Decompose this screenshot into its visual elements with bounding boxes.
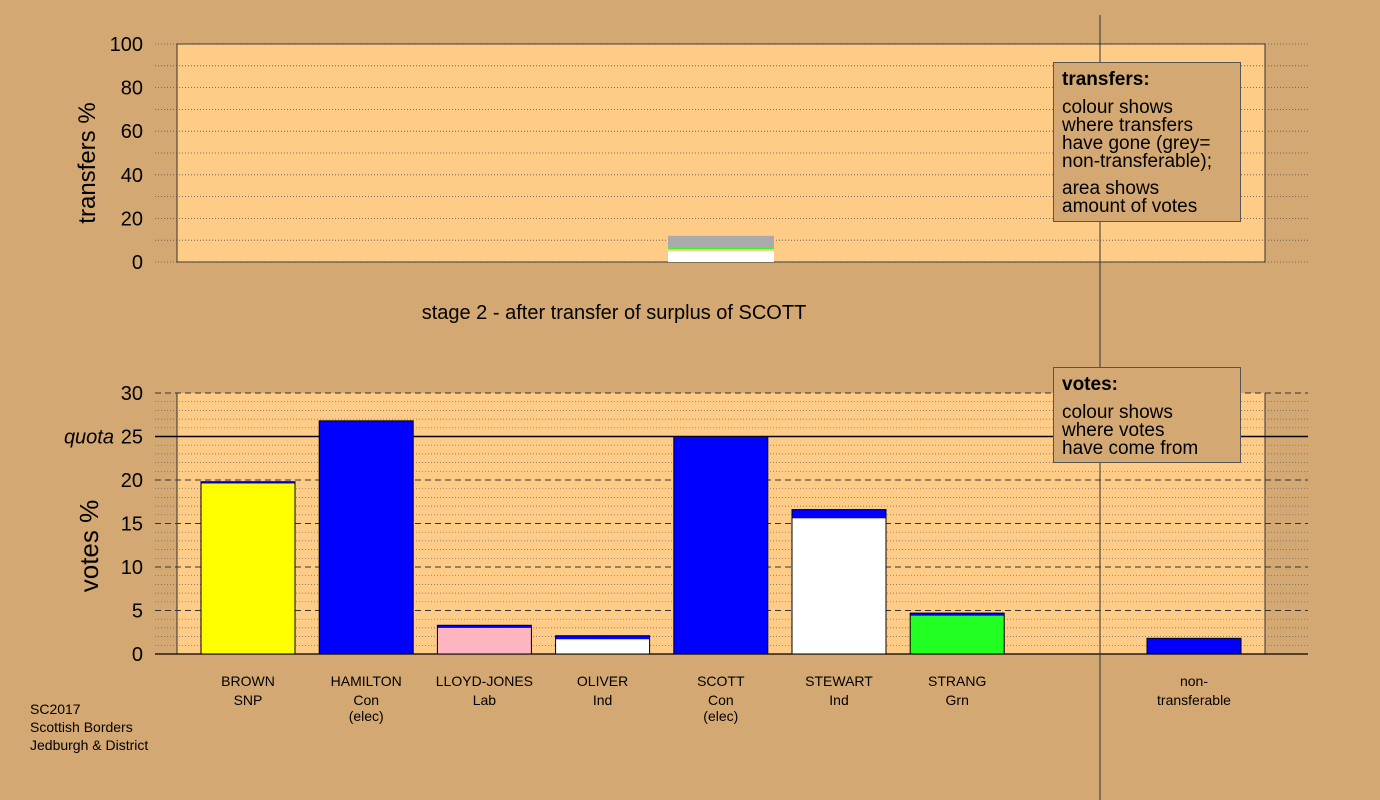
election-info: SC2017 Scottish Borders Jedburgh & Distr… xyxy=(30,700,148,754)
y-tick-label: 30 xyxy=(121,383,143,405)
candidate-status: (elec) xyxy=(349,708,384,724)
transfers-legend-line: area shows xyxy=(1062,178,1160,199)
election-code: SC2017 xyxy=(30,701,81,717)
transfer-bar-segment xyxy=(668,235,774,248)
vote-bar-outline xyxy=(555,635,651,655)
transfers-legend: transfers: colour shows where transfers … xyxy=(1053,62,1241,222)
votes-legend-line: colour shows xyxy=(1062,402,1173,423)
y-tick-label: 40 xyxy=(121,165,143,187)
vote-bar-outline xyxy=(673,436,769,655)
y-axis-label: transfers % xyxy=(74,102,101,223)
y-tick-label: 15 xyxy=(121,514,143,536)
vote-bar-segment xyxy=(201,481,295,484)
candidate-party: Lab xyxy=(473,692,497,708)
candidate-party: Con xyxy=(353,692,379,708)
vote-bar-outline xyxy=(200,481,296,655)
candidate-name: SCOTT xyxy=(697,673,745,689)
vote-bar-segment xyxy=(673,436,768,654)
transfers-legend-line: where transfers xyxy=(1062,115,1193,136)
vote-bar-segment xyxy=(792,518,886,654)
candidate-party: Ind xyxy=(829,692,848,708)
transfers-legend-line: amount of votes xyxy=(1062,196,1198,217)
candidate-name: OLIVER xyxy=(577,673,628,689)
y-axis-label: votes % xyxy=(74,500,104,593)
ward-name: Jedburgh & District xyxy=(30,737,149,753)
vote-bar-segment xyxy=(437,625,532,628)
nontransferable-label: transferable xyxy=(1157,692,1231,708)
votes-legend-line: where votes xyxy=(1062,420,1165,441)
vote-bar-segment xyxy=(319,420,414,654)
transfer-bar-segment xyxy=(668,248,774,252)
candidate-name: STEWART xyxy=(805,673,873,689)
vote-bar-segment xyxy=(201,483,295,654)
y-tick-label: 5 xyxy=(132,601,143,623)
candidate-name: BROWN xyxy=(221,673,275,689)
candidate-party: Ind xyxy=(593,692,612,708)
quota-label: quota xyxy=(64,427,114,449)
candidate-party: SNP xyxy=(234,692,263,708)
transfers-legend-line: colour shows xyxy=(1062,97,1173,118)
vote-bar-outline xyxy=(318,420,414,655)
transfers-legend-line: non-transferable); xyxy=(1062,151,1212,172)
vote-bar-outline xyxy=(909,612,1005,655)
votes-legend: votes: colour shows where votes have com… xyxy=(1053,367,1241,463)
y-tick-label: 0 xyxy=(132,252,143,274)
candidate-status: (elec) xyxy=(703,708,738,724)
y-tick-label: 10 xyxy=(121,557,143,579)
vote-bar-segment xyxy=(555,639,650,654)
vote-bar-segment xyxy=(437,627,532,654)
vote-bar-segment xyxy=(555,635,650,640)
transfer-bar-segment xyxy=(668,247,774,249)
stage-title: stage 2 - after transfer of surplus of S… xyxy=(422,302,807,324)
y-tick-label: 20 xyxy=(121,470,143,492)
y-tick-label: 60 xyxy=(121,121,143,143)
transfers-legend-title: transfers: xyxy=(1062,69,1150,90)
nontransferable-bar xyxy=(1146,637,1242,655)
y-tick-label: 80 xyxy=(121,78,143,100)
votes-legend-title: votes: xyxy=(1062,374,1118,395)
y-tick-label: 100 xyxy=(110,34,143,56)
y-tick-label: 20 xyxy=(121,208,143,230)
vote-bar-outline xyxy=(436,624,532,655)
nontransferable-label: non- xyxy=(1180,673,1208,689)
candidate-name: STRANG xyxy=(928,673,986,689)
candidate-party: Con xyxy=(708,692,734,708)
council-name: Scottish Borders xyxy=(30,719,133,735)
candidate-name: HAMILTON xyxy=(331,673,402,689)
transfer-bar-segment xyxy=(668,251,774,262)
vote-bar-segment xyxy=(910,615,1005,654)
vote-bar-segment xyxy=(792,509,886,519)
vote-bar-segment xyxy=(910,613,1005,616)
vote-bar-outline xyxy=(791,509,887,655)
y-tick-label: 25 xyxy=(121,427,143,449)
candidate-name: LLOYD-JONES xyxy=(436,673,533,689)
votes-legend-line: have come from xyxy=(1062,438,1199,459)
transfers-legend-line: have gone (grey= xyxy=(1062,133,1211,154)
candidate-party: Grn xyxy=(946,692,969,708)
y-tick-label: 0 xyxy=(132,644,143,666)
